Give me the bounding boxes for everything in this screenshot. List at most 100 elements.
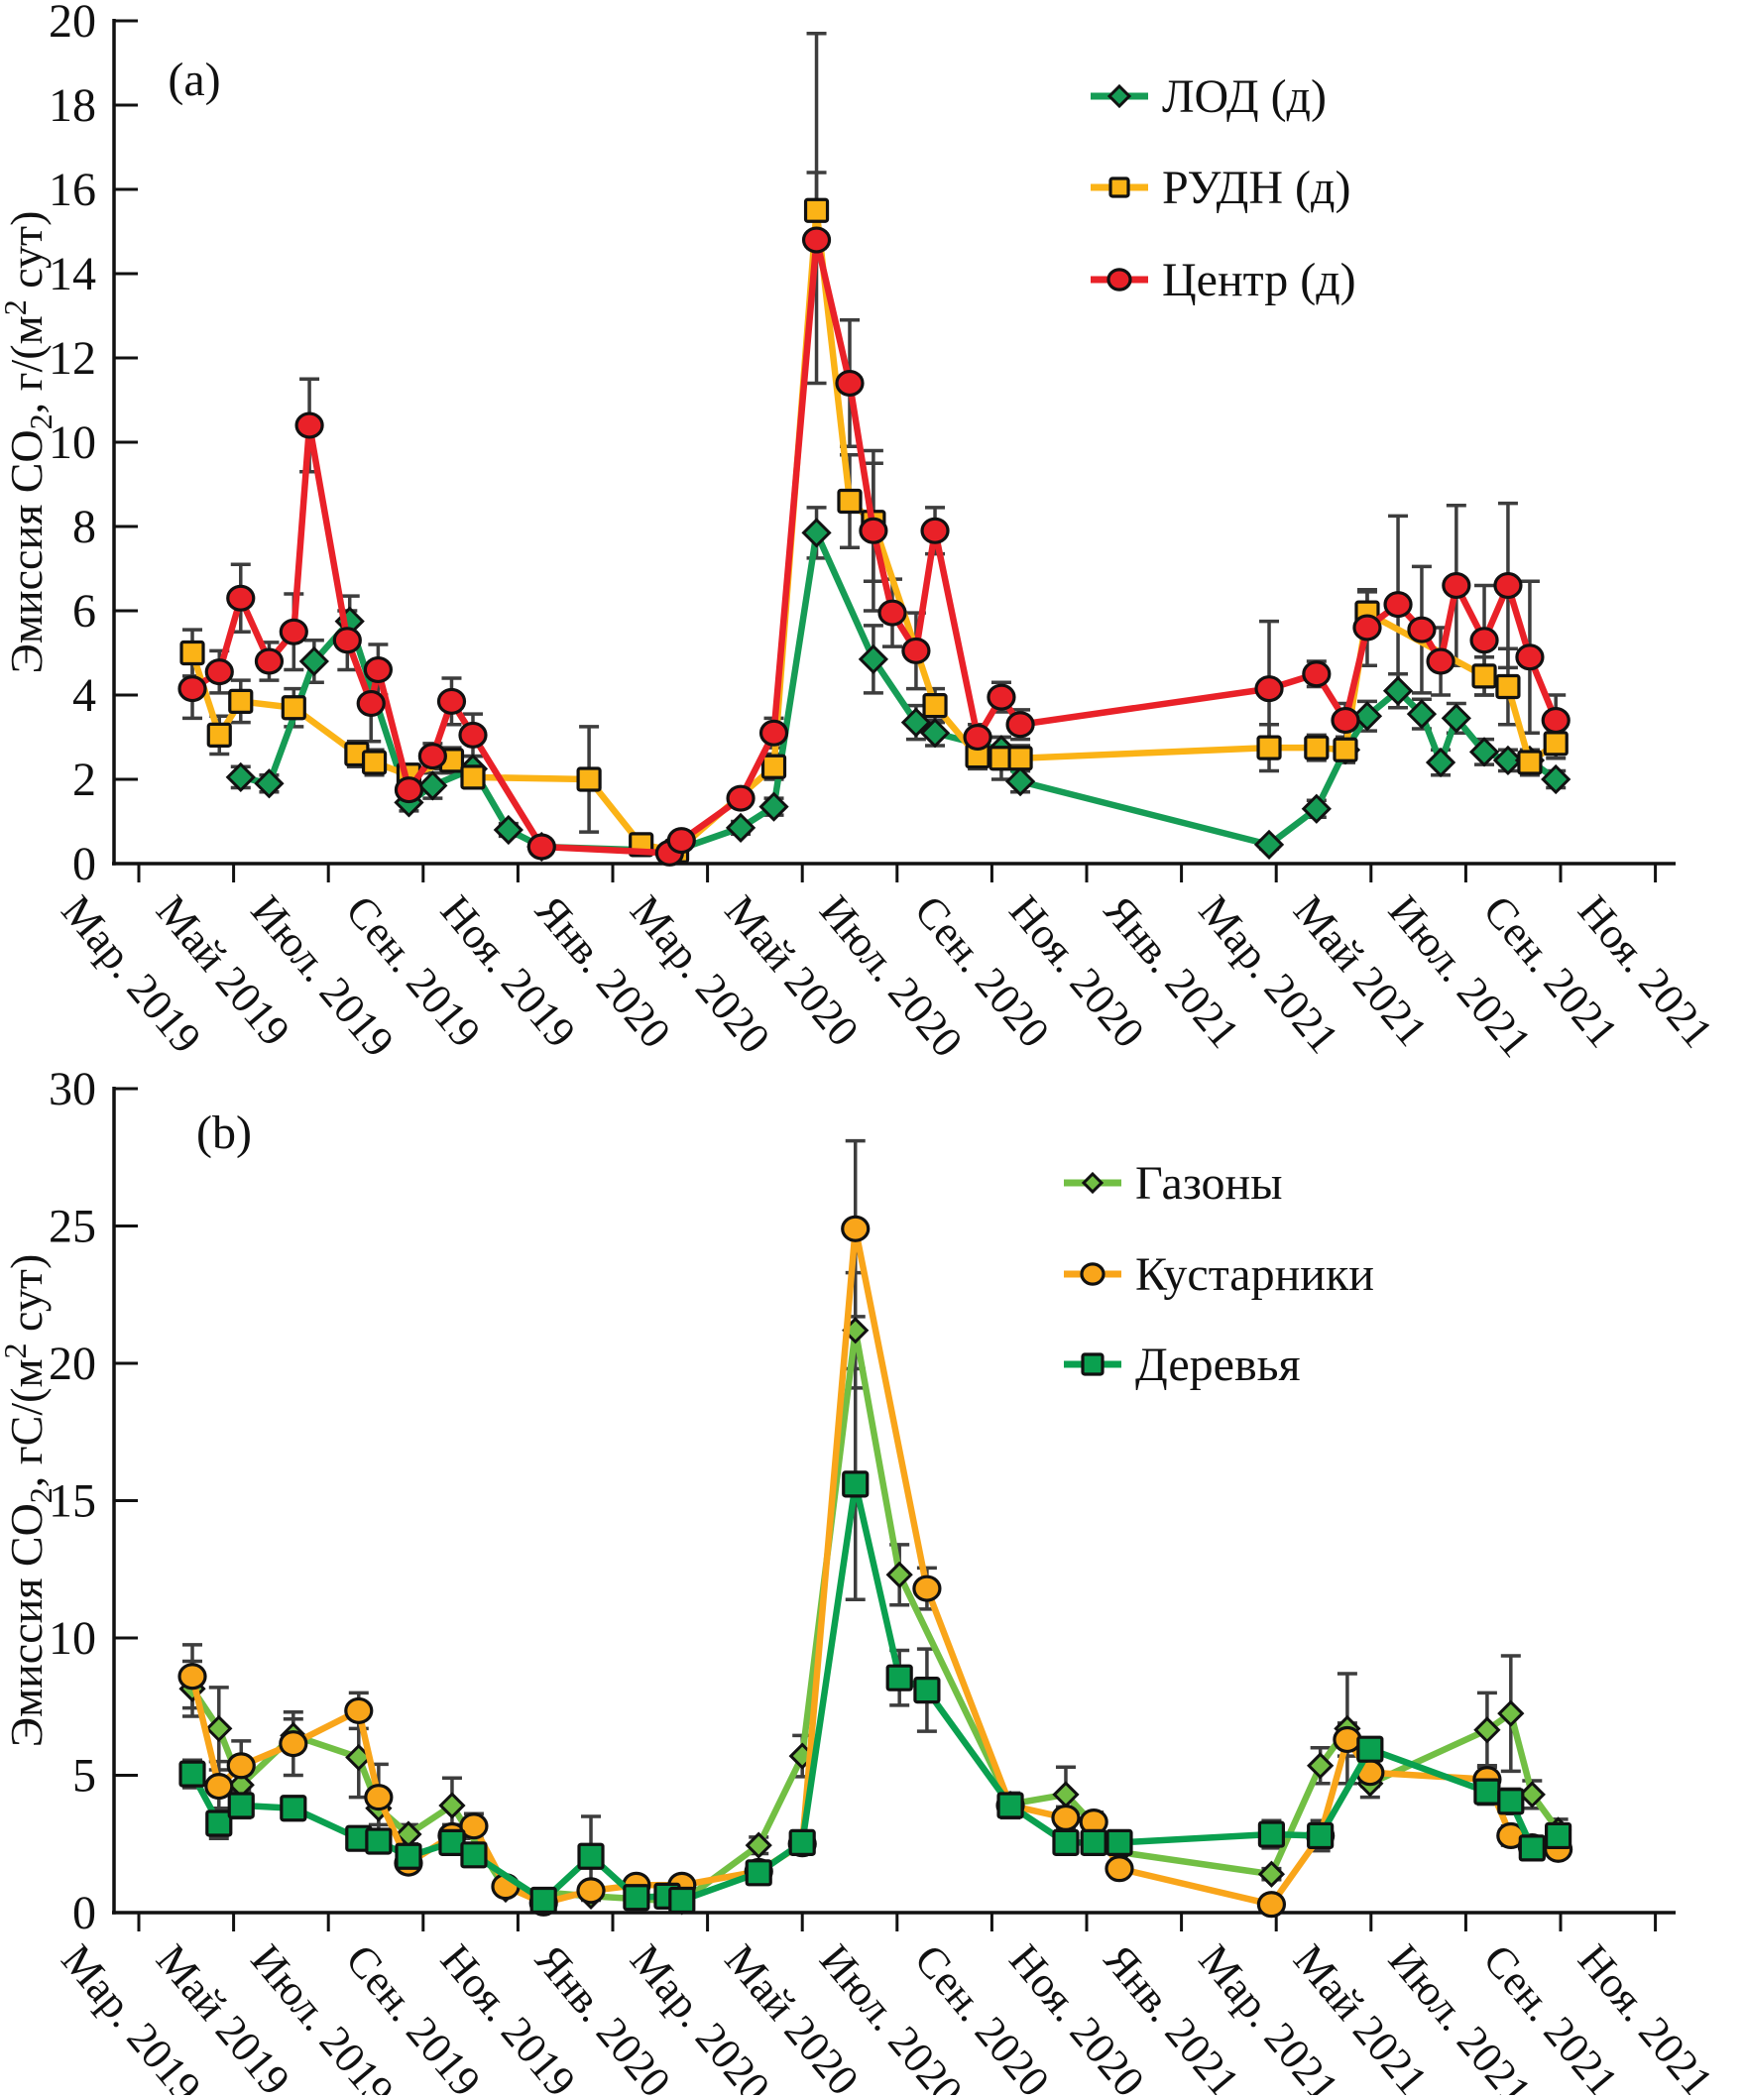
data-point-square xyxy=(1333,737,1358,762)
y-tick-label: 10 xyxy=(49,1612,96,1665)
legend-label: Деревья xyxy=(1135,1339,1301,1391)
data-point-circle xyxy=(920,517,950,544)
data-point-square xyxy=(1007,746,1033,771)
data-point-circle xyxy=(859,517,888,544)
data-point-square xyxy=(1543,731,1569,757)
y-tick-label: 0 xyxy=(72,1887,96,1939)
data-point-circle xyxy=(901,637,931,664)
data-point-diamond xyxy=(1473,1716,1501,1744)
data-point-square xyxy=(1518,1834,1546,1862)
data-point-square xyxy=(529,1886,557,1915)
y-tick-label: 5 xyxy=(72,1750,96,1803)
data-point-circle xyxy=(835,369,865,398)
data-point-square xyxy=(1307,1821,1335,1850)
data-point-square xyxy=(913,1677,941,1704)
y-tick-label: 8 xyxy=(72,501,96,553)
y-tick-label: 30 xyxy=(49,1063,96,1115)
data-point-circle xyxy=(1256,1891,1287,1919)
data-point-diamond xyxy=(438,1792,466,1819)
y-tick-label: 18 xyxy=(49,79,96,132)
data-point-circle xyxy=(356,689,386,718)
data-point-diamond xyxy=(900,707,932,738)
data-point-diamond xyxy=(1257,1860,1286,1888)
data-point-square xyxy=(842,1470,870,1498)
data-point-circle xyxy=(459,1812,489,1840)
data-point-square xyxy=(996,1792,1024,1819)
data-point-circle xyxy=(1254,675,1284,703)
legend-label: Кустарники xyxy=(1135,1248,1374,1301)
legend-label: Центр (д) xyxy=(1162,254,1356,306)
data-point-circle xyxy=(1493,571,1523,600)
y-tick-label: 20 xyxy=(49,0,96,48)
data-point-square xyxy=(837,488,863,515)
legend-diamond-icon xyxy=(1106,83,1132,109)
data-point-circle xyxy=(294,411,324,439)
data-point-circle xyxy=(394,776,424,804)
data-point-square xyxy=(206,722,232,748)
legend-label: РУДН (д) xyxy=(1162,162,1350,214)
data-point-circle xyxy=(1105,1855,1134,1883)
data-point-diamond xyxy=(1253,829,1285,860)
data-point-circle xyxy=(1302,660,1332,688)
y-tick-label: 6 xyxy=(72,585,96,638)
y-tick-label: 15 xyxy=(49,1475,96,1528)
data-point-diamond xyxy=(919,718,951,749)
data-point-circle xyxy=(436,687,467,715)
y-tick-label: 20 xyxy=(49,1338,96,1390)
data-point-diamond xyxy=(298,645,329,677)
data-point-circle xyxy=(344,1696,374,1724)
data-point-square xyxy=(760,754,787,779)
data-point-circle xyxy=(912,1575,942,1602)
data-point-square xyxy=(623,1884,650,1912)
data-point-square xyxy=(1495,673,1521,700)
data-point-square xyxy=(179,640,205,666)
data-point-circle xyxy=(332,627,362,654)
data-point-circle xyxy=(226,584,256,612)
panel-label: (b) xyxy=(196,1107,252,1159)
data-point-square xyxy=(361,750,388,775)
data-point-square xyxy=(365,1827,393,1855)
data-point-circle xyxy=(666,827,696,855)
data-point-diamond xyxy=(1497,1699,1525,1727)
data-point-square xyxy=(281,695,306,721)
legend-circle-icon xyxy=(1106,268,1132,292)
data-point-square xyxy=(1517,750,1543,775)
data-point-circle xyxy=(177,1663,207,1691)
data-point-diamond xyxy=(1351,701,1383,732)
data-point-square xyxy=(1256,735,1282,760)
legend-item-2: Центр (д) xyxy=(1091,254,1356,306)
data-point-square xyxy=(460,1841,488,1869)
data-point-square xyxy=(788,1828,816,1856)
data-point-square xyxy=(922,693,948,719)
data-point-circle xyxy=(1442,571,1471,600)
data-point-diamond xyxy=(1004,766,1036,797)
data-point-square xyxy=(228,688,254,714)
data-point-diamond xyxy=(205,1714,233,1743)
data-point-square xyxy=(460,764,486,790)
data-point-circle xyxy=(417,743,447,770)
data-point-square xyxy=(668,1886,696,1915)
data-point-square xyxy=(1304,735,1330,760)
data-point-circle xyxy=(1352,614,1382,642)
data-point-square xyxy=(577,1842,605,1870)
data-point-diamond xyxy=(758,791,789,822)
data-point-diamond xyxy=(725,812,756,843)
data-point-circle xyxy=(1051,1804,1081,1831)
data-point-circle xyxy=(726,784,756,812)
data-point-diamond xyxy=(1541,763,1571,795)
data-point-circle xyxy=(1469,627,1499,654)
data-point-square xyxy=(1257,1820,1286,1848)
data-point-square xyxy=(1473,1778,1501,1806)
data-point-circle xyxy=(576,1877,606,1905)
data-point-square xyxy=(745,1859,772,1887)
data-point-diamond xyxy=(1307,1752,1335,1780)
data-point-circle xyxy=(801,226,832,254)
data-point-diamond xyxy=(1301,793,1332,824)
data-point-circle xyxy=(1515,643,1545,671)
data-point-circle xyxy=(1407,616,1437,643)
data-point-diamond xyxy=(885,1561,913,1588)
data-point-square xyxy=(1105,1828,1133,1856)
data-point-square xyxy=(1052,1828,1080,1856)
data-point-diamond xyxy=(225,761,256,792)
